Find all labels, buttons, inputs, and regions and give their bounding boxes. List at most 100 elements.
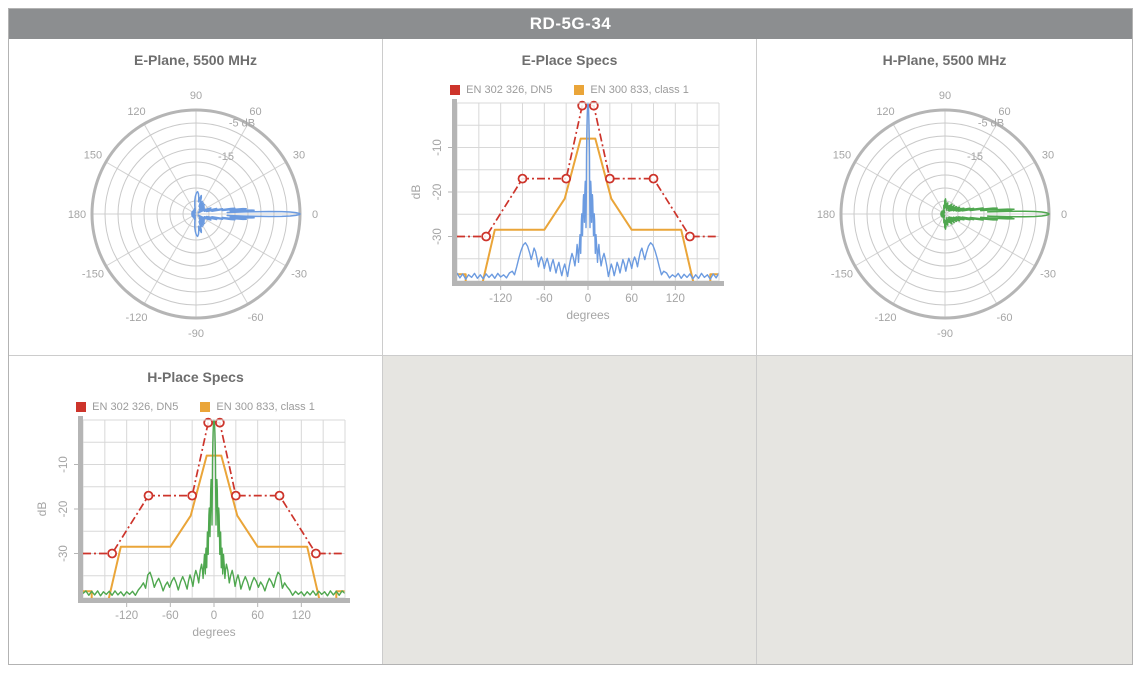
h-place-specs-chart: -120 -60 0 60 120 -10 -20 -30 degrees dB bbox=[35, 416, 350, 639]
x-axis-bar bbox=[451, 281, 724, 286]
polar-angle-label: 60 bbox=[249, 106, 261, 118]
polar-ring bbox=[182, 200, 209, 228]
legend-label-en300833: EN 300 833, class 1 bbox=[590, 84, 689, 96]
panel-title-e-specs: E-Place Specs bbox=[521, 52, 618, 68]
legend-swatch-orange bbox=[574, 85, 585, 95]
empty-panel-2 bbox=[757, 356, 1132, 664]
y-tick-label: -20 bbox=[432, 184, 444, 201]
x-axis-title: degrees bbox=[192, 625, 235, 639]
spec-mask-marker bbox=[214, 417, 225, 428]
spec-mask-red-line bbox=[82, 421, 345, 555]
legend-item-en302326: EN 302 326, DN5 bbox=[76, 401, 178, 413]
spec-mask-marker bbox=[310, 548, 321, 559]
polar-angle-label: 0 bbox=[311, 209, 317, 221]
y-tick-label: -10 bbox=[432, 139, 444, 156]
x-tick-label: 60 bbox=[251, 610, 264, 622]
panel-e-place-specs: E-Place Specs EN 302 326, DN5 EN 300 833… bbox=[383, 39, 757, 356]
polar-angle-label: -150 bbox=[830, 269, 852, 281]
spec-mask-orange-line bbox=[456, 137, 719, 281]
polar-angle-label: 30 bbox=[292, 150, 304, 162]
polar-angle-label: -60 bbox=[247, 312, 263, 324]
x-tick-label: -60 bbox=[536, 293, 553, 305]
spec-mask-marker bbox=[106, 548, 117, 559]
spec-mask-red-line bbox=[456, 104, 719, 238]
polar-db-label: -15 bbox=[967, 151, 983, 163]
legend-item-en302326: EN 302 326, DN5 bbox=[450, 84, 552, 96]
polar-spoke bbox=[854, 161, 1035, 267]
legend-swatch-red bbox=[450, 85, 461, 95]
polar-ring bbox=[130, 148, 261, 280]
polar-db-label: -15 bbox=[218, 151, 234, 163]
polar-angle-label: -120 bbox=[874, 312, 896, 324]
polar-angle-label: -150 bbox=[81, 269, 103, 281]
polar-angle-label: -90 bbox=[188, 328, 204, 340]
polar-angle-label: -30 bbox=[291, 269, 307, 281]
polar-ring bbox=[143, 161, 248, 267]
e-plane-polar-chart: 0 30 60 90 120 150 180 -150 -120 -90 -60 -30 -5 dB -1… bbox=[67, 90, 317, 340]
spec-mask-marker bbox=[588, 100, 599, 111]
spec-mask-marker bbox=[560, 173, 571, 184]
panel-title-h-specs: H-Place Specs bbox=[147, 369, 244, 385]
polar-angle-label: -60 bbox=[996, 312, 1012, 324]
header-bar: RD-5G-34 bbox=[9, 9, 1132, 39]
x-axis-bar bbox=[77, 598, 350, 603]
polar-ring bbox=[156, 174, 235, 254]
polar-ring bbox=[905, 174, 984, 254]
y-axis-bar bbox=[77, 416, 83, 598]
measured-pattern-line bbox=[939, 198, 1050, 230]
e-place-specs-chart: -120 -60 0 60 120 -10 -20 -30 degrees dB bbox=[409, 99, 724, 322]
polar-angle-label: 120 bbox=[127, 106, 145, 118]
y-tick-label: -30 bbox=[432, 228, 444, 245]
x-tick-label: 60 bbox=[625, 293, 638, 305]
polar-angle-label: -90 bbox=[937, 328, 953, 340]
legend-h-specs: EN 302 326, DN5 EN 300 833, class 1 bbox=[9, 401, 382, 413]
polar-angle-label: 90 bbox=[938, 90, 950, 102]
polar-angle-label: -120 bbox=[125, 312, 147, 324]
x-tick-label: 0 bbox=[210, 610, 216, 622]
polar-ring bbox=[853, 122, 1036, 306]
y-axis-title: dB bbox=[409, 185, 423, 200]
y-axis-bar bbox=[451, 99, 457, 281]
polar-angle-label: 30 bbox=[1041, 150, 1053, 162]
polar-angle-label: 0 bbox=[1060, 209, 1066, 221]
page-title: RD-5G-34 bbox=[529, 14, 612, 33]
spec-mask-marker bbox=[517, 173, 527, 184]
polar-angle-label: 180 bbox=[67, 209, 85, 221]
polar-ring bbox=[866, 135, 1023, 293]
polar-db-label: -5 dB bbox=[977, 118, 1003, 130]
spec-mask-marker bbox=[143, 490, 153, 501]
x-tick-label: -120 bbox=[489, 293, 512, 305]
polar-angle-label: -30 bbox=[1040, 269, 1056, 281]
legend-label-en300833: EN 300 833, class 1 bbox=[216, 401, 315, 413]
polar-spoke bbox=[105, 161, 286, 267]
panel-h-plane-polar: H-Plane, 5500 MHz 0 30 60 90 120 150 180 -150 -1… bbox=[757, 39, 1132, 356]
legend-swatch-orange bbox=[200, 402, 211, 412]
x-tick-label: -120 bbox=[115, 610, 138, 622]
polar-db-label: -5 dB bbox=[228, 118, 254, 130]
h-plane-polar-chart: 0 30 60 90 120 150 180 -150 -120 -90 -60 -30 -5 dB -1… bbox=[816, 90, 1066, 340]
page-frame: RD-5G-34 E-Plane, 5500 MHz 0 30 60 90 120 150… bbox=[8, 8, 1133, 665]
legend-label-en302326: EN 302 326, DN5 bbox=[92, 401, 179, 413]
panel-e-plane-polar: E-Plane, 5500 MHz 0 30 60 90 120 150 180 -150 -1… bbox=[9, 39, 383, 356]
spec-mask-marker bbox=[230, 490, 241, 501]
polar-ring bbox=[918, 187, 971, 241]
polar-ring bbox=[104, 122, 287, 306]
polar-ring bbox=[117, 135, 274, 293]
x-tick-label: 120 bbox=[665, 293, 684, 305]
legend-item-en300833: EN 300 833, class 1 bbox=[574, 84, 689, 96]
polar-angle-label: 90 bbox=[189, 90, 201, 102]
legend-e-specs: EN 302 326, DN5 EN 300 833, class 1 bbox=[383, 84, 756, 96]
legend-swatch-red bbox=[76, 402, 87, 412]
y-axis-title: dB bbox=[35, 502, 49, 517]
polar-angle-label: 150 bbox=[83, 150, 101, 162]
x-tick-label: 120 bbox=[291, 610, 310, 622]
polar-ring bbox=[169, 187, 222, 241]
empty-panel-1 bbox=[383, 356, 757, 664]
spec-mask-marker bbox=[274, 490, 284, 501]
polar-angle-label: 150 bbox=[832, 150, 850, 162]
legend-item-en300833: EN 300 833, class 1 bbox=[200, 401, 315, 413]
y-tick-label: -30 bbox=[58, 545, 70, 562]
polar-ring bbox=[892, 161, 997, 267]
polar-angle-label: 60 bbox=[998, 106, 1010, 118]
x-tick-label: -60 bbox=[162, 610, 179, 622]
